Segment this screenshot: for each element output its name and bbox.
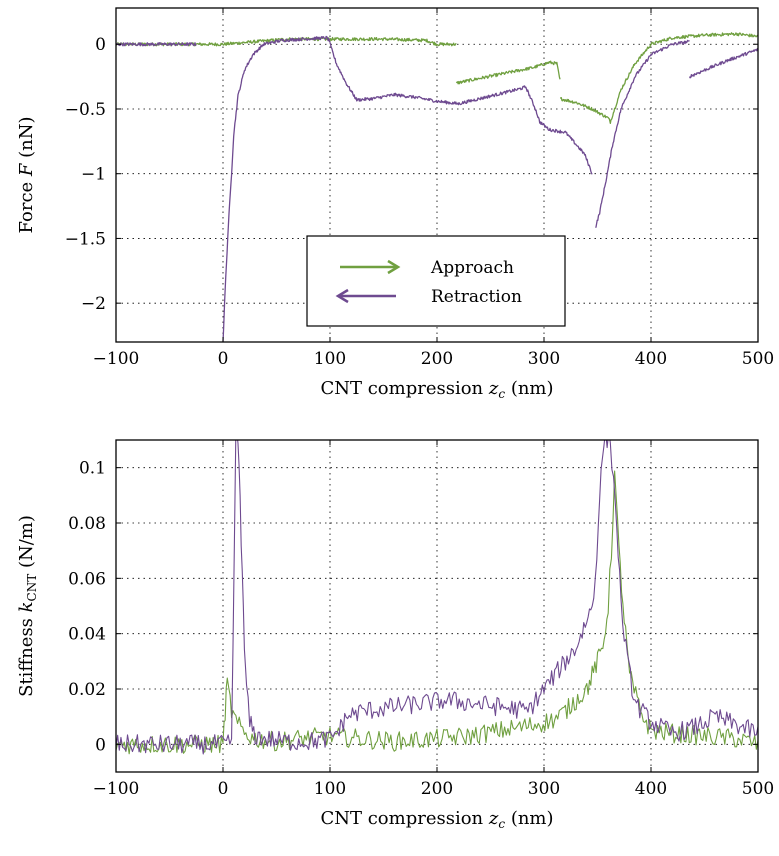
y-tick-label: −1.5 [65,229,106,249]
grid [116,8,758,342]
y-axis-title: Stiffness kCNT (N/m) [16,515,39,697]
series-group [116,440,758,755]
legend-label-retraction: Retraction [431,287,522,307]
x-axis-title: CNT compression zc (nm) [320,808,553,831]
series-line-retraction [116,42,197,47]
y-tick-label: 0 [95,35,106,55]
x-tick-label: 100 [314,349,346,369]
y-tick-label: −2 [81,294,106,314]
stiffness-panel: −100 0 100 200 300 400 500 0 0.02 0.04 0.06 0.08 0.1… [16,439,774,831]
series-line-approach [559,32,758,125]
retraction-arrowhead-icon [335,288,349,304]
x-tick-label: −100 [93,779,140,799]
y-tick-label: 0.04 [68,625,106,645]
grid [116,440,758,772]
series-line-retraction [688,47,758,79]
legend-box [306,235,566,327]
x-tick-label: 300 [528,349,560,369]
y-tick-label: 0.1 [79,459,106,479]
x-tick-label: 100 [314,779,346,799]
legend-item-approach: Approach [340,258,514,278]
x-tick-label: 200 [421,349,453,369]
legend-label-approach: Approach [430,258,514,278]
series-line-retraction [222,35,331,342]
y-tick-label: 0 [95,735,106,755]
x-tick-label: 0 [218,349,229,369]
legend: Approach Retraction [306,235,566,327]
x-axis-title: CNT compression zc (nm) [320,378,553,401]
x-tick-label: 400 [635,349,667,369]
series-line-retraction [116,440,758,755]
x-tick-label: 300 [528,779,560,799]
legend-item-retraction: Retraction [335,287,522,307]
x-tick-label: 500 [742,349,774,369]
series-group [116,32,758,342]
x-tick-label: 400 [635,779,667,799]
y-axis-title: Force F (nN) [16,116,37,233]
series-line-retraction [595,39,690,229]
x-tick-label: 200 [421,779,453,799]
y-tick-label: −1 [81,165,106,185]
series-line-approach [116,470,758,755]
y-tick-label: 0.06 [68,569,106,589]
force-panel: −100 0 100 200 300 400 500 0 −0.5 −1 −1.5 −2 CNT com… [16,7,774,401]
series-line-approach [455,60,561,85]
y-tick-label: 0.08 [68,514,106,534]
approach-arrowhead-icon [387,259,401,275]
y-tick-label: 0.02 [68,680,106,700]
y-tick-label: −0.5 [65,100,106,120]
x-tick-label: 0 [218,779,229,799]
x-tick-label: −100 [93,349,140,369]
series-line-retraction [329,42,593,175]
x-tick-label: 500 [742,779,774,799]
